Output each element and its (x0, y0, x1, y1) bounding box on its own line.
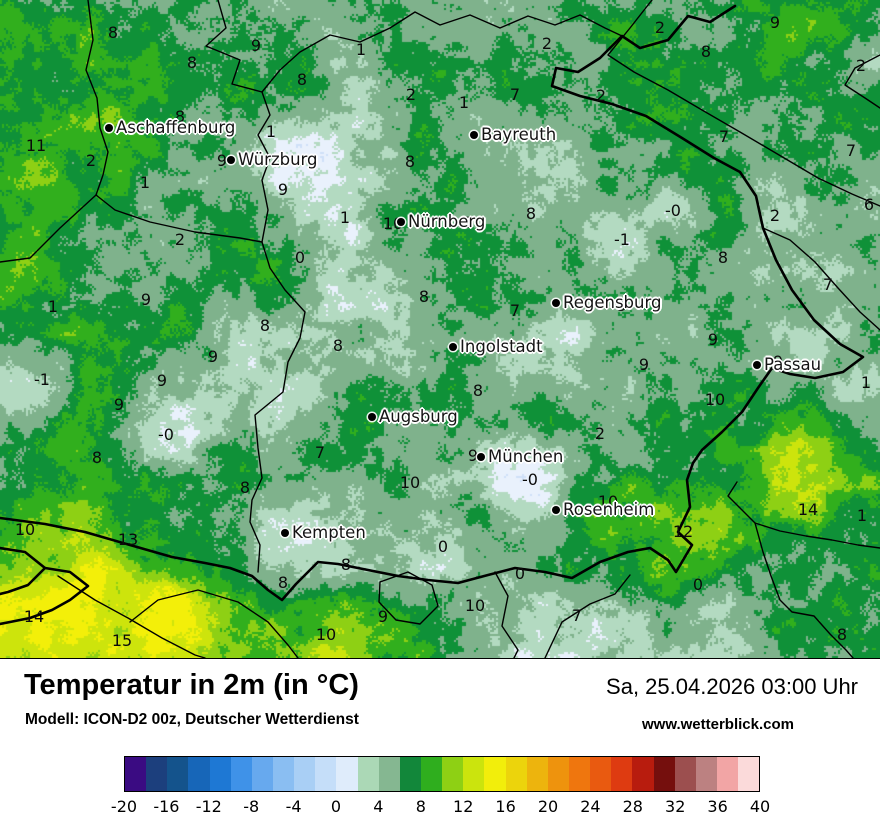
legend-color-segment (463, 757, 485, 791)
legend-color-segment (674, 757, 696, 791)
legend-color-segment (695, 757, 717, 791)
legend-color-segment (146, 757, 168, 791)
map-caption-divider (0, 658, 880, 659)
legend-color-segment (294, 757, 316, 791)
model-info: Modell: ICON-D2 00z, Deutscher Wetterdie… (25, 711, 359, 728)
legend-color-segment (653, 757, 675, 791)
legend-tick: -4 (285, 797, 302, 816)
legend-color-segment (632, 757, 654, 791)
legend-color-segment (230, 757, 252, 791)
legend-tick: 20 (537, 797, 559, 816)
legend-color-segment (484, 757, 506, 791)
temperature-map: 8 9 8 1 8 2 8 1 11 2 9 8 1 9 2 2 9 8 2 7 1 2 7 7 -0 6 8 2 1 10 8 2 -1 0 8 7… (0, 0, 880, 658)
temperature-field-canvas (0, 0, 880, 658)
legend-tick: 12 (453, 797, 474, 816)
legend-color-segment (188, 757, 210, 791)
map-title: Temperatur in 2m (in °C) (24, 669, 359, 701)
legend-tick: 24 (580, 797, 601, 816)
legend-tick: 36 (707, 797, 728, 816)
legend-tick: -8 (243, 797, 260, 816)
legend-tick: 16 (495, 797, 516, 816)
legend-color-segment (505, 757, 527, 791)
legend-tick: 28 (622, 797, 643, 816)
legend-tick: -12 (195, 797, 222, 816)
legend-color-segment (399, 757, 421, 791)
temperature-legend-colorbar (124, 756, 760, 792)
forecast-datetime: Sa, 25.04.2026 03:00 Uhr (606, 674, 858, 699)
legend-tick: 40 (749, 797, 771, 816)
legend-tick: -16 (153, 797, 180, 816)
legend-color-segment (716, 757, 739, 791)
legend-color-segment (315, 757, 337, 791)
legend-color-segment (738, 757, 760, 791)
legend-color-segment (547, 757, 569, 791)
legend-color-segment (526, 757, 548, 791)
legend-color-segment (420, 757, 443, 791)
legend-tick: 0 (330, 797, 342, 816)
caption-area: Temperatur in 2m (in °C) Modell: ICON-D2… (0, 659, 880, 830)
legend-color-segment (125, 757, 147, 791)
legend-tick: 8 (415, 797, 426, 816)
legend-color-segment (251, 757, 273, 791)
legend-color-segment (272, 757, 295, 791)
legend-color-segment (167, 757, 189, 791)
legend-color-segment (590, 757, 612, 791)
legend-tick: 32 (665, 797, 686, 816)
legend-color-segment (357, 757, 379, 791)
legend-color-segment (209, 757, 231, 791)
legend-color-segment (442, 757, 464, 791)
legend-color-segment (336, 757, 358, 791)
legend-tick: 4 (373, 797, 384, 816)
website-url: www.wetterblick.com (642, 716, 794, 733)
legend-color-segment (611, 757, 633, 791)
legend-color-segment (568, 757, 591, 791)
legend-color-segment (378, 757, 400, 791)
legend-tick: -20 (110, 797, 138, 816)
